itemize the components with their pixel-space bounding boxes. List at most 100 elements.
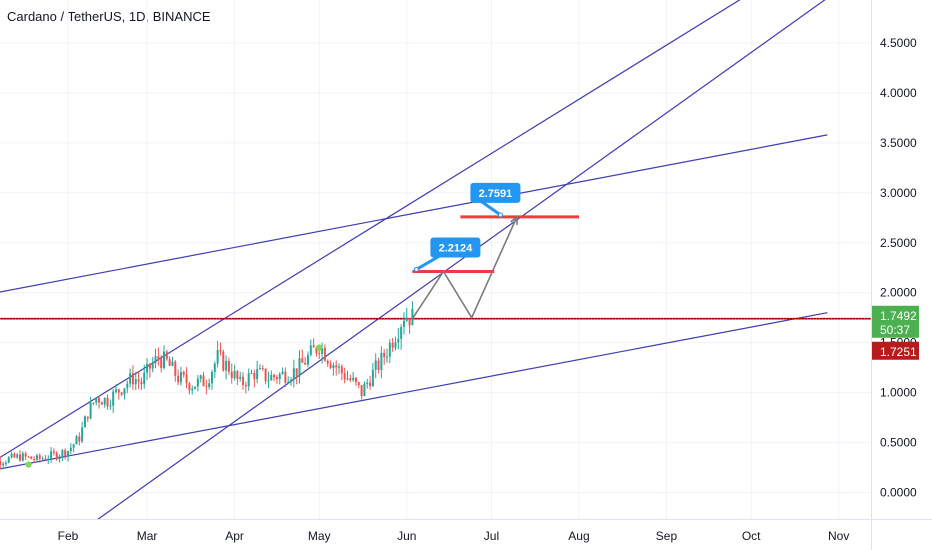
projection-path[interactable] (411, 216, 518, 320)
candle-body (185, 374, 188, 384)
candle-body (7, 457, 10, 463)
candle-body (0, 460, 2, 466)
candle-body (284, 371, 287, 383)
candle-body (298, 358, 301, 377)
candle-body (168, 359, 171, 366)
candle-body (222, 351, 225, 371)
grid (0, 0, 871, 519)
candle-body (402, 320, 405, 327)
candle-body (312, 345, 315, 348)
candle-body (10, 453, 13, 458)
candle-body (165, 351, 168, 360)
callout-badge (430, 237, 481, 258)
prev-close-tag (872, 341, 919, 360)
candle-body (315, 347, 318, 354)
candle-body (281, 371, 284, 374)
callout-pointer (479, 199, 502, 217)
candle-body (329, 363, 332, 369)
candle-body (177, 375, 180, 383)
candle-body (137, 379, 140, 382)
x-tick-label: Nov (828, 529, 849, 543)
candle-body (267, 380, 270, 382)
candle-body (162, 351, 165, 368)
candle-body (199, 375, 202, 379)
candle-body (273, 375, 276, 378)
overlays: 2.2124 2.7591 (413, 182, 521, 272)
candle-body (287, 381, 290, 383)
target-callout[interactable]: 2.2124 (413, 237, 481, 272)
candle-body (354, 377, 357, 383)
candle-body (50, 451, 53, 459)
candle-body (349, 378, 352, 381)
callout-badge (470, 182, 521, 203)
candle-body (160, 358, 163, 368)
candle-body (408, 318, 411, 326)
candle-body (278, 373, 281, 380)
candle-body (383, 352, 386, 357)
candle-body (188, 383, 191, 391)
trendline[interactable] (0, 312, 828, 473)
candle-body (75, 436, 78, 445)
y-tick-label: 2.0000 (880, 286, 917, 300)
trendline[interactable] (93, 0, 827, 522)
candle-body (386, 356, 389, 358)
candle-body (397, 338, 400, 343)
candle-body (304, 362, 307, 365)
candle-body (83, 416, 86, 428)
candle-body (72, 444, 75, 448)
candle-body (78, 436, 81, 442)
candle-body (174, 361, 177, 376)
candle-body (134, 379, 137, 385)
candle-body (148, 363, 151, 369)
candle-body (227, 360, 230, 372)
x-tick-label: Jun (397, 529, 416, 543)
candle-body (143, 372, 146, 385)
y-tick-label: 2.5000 (880, 236, 917, 250)
candle-body (33, 459, 36, 461)
callout-pointer (415, 254, 442, 271)
candle-body (366, 382, 369, 384)
candle-body (380, 352, 383, 370)
candle-body (27, 456, 30, 458)
candle-body (244, 385, 247, 387)
trendline[interactable] (0, 0, 743, 470)
candle-body (13, 453, 16, 458)
candle-body (100, 402, 103, 405)
candle-body (123, 388, 126, 395)
candle-body (233, 370, 236, 379)
candle-body (41, 458, 44, 460)
candle-body (120, 392, 123, 395)
candle-body (52, 451, 55, 453)
candle-body (115, 389, 118, 392)
candle-body (213, 363, 216, 372)
x-tick-label: Apr (225, 529, 244, 543)
candle-body (154, 356, 157, 364)
trendline[interactable] (0, 134, 828, 296)
candle-body (242, 376, 245, 386)
plot-area (0, 0, 871, 522)
callout-label: 2.2124 (439, 242, 474, 254)
candle-body (81, 427, 84, 442)
callout-label: 2.7591 (479, 188, 513, 200)
candle-body (69, 447, 72, 452)
candle-body (377, 360, 380, 370)
candle-body (86, 416, 89, 419)
candle-body (92, 402, 95, 404)
candle-body (306, 355, 309, 365)
target-callout[interactable]: 2.7591 (470, 182, 521, 218)
candle-body (250, 373, 253, 375)
candle-body (301, 358, 304, 363)
candle-body (117, 389, 120, 393)
candle-body (55, 452, 58, 460)
candle-body (323, 347, 326, 361)
candle-body (369, 382, 372, 387)
candle-body (256, 369, 259, 380)
y-tick-label: 3.5000 (880, 136, 917, 150)
candle-body (140, 381, 143, 385)
candle-body (106, 397, 109, 407)
prev-close-value: 1.7251 (880, 345, 917, 359)
candle-body (290, 379, 293, 382)
candle-body (346, 378, 349, 380)
